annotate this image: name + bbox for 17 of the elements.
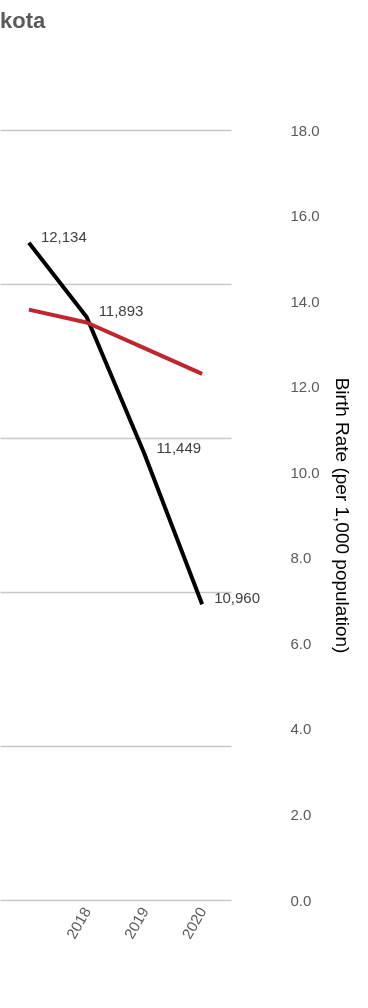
y2-tick-label: 2.0 (290, 805, 312, 823)
y2-tick-label: 6.0 (290, 634, 312, 652)
data-label: 10,960 (214, 589, 261, 607)
data-label: 11,449 (156, 438, 202, 456)
data-label: 12,134 (40, 227, 87, 245)
data-label: 11,893 (98, 301, 144, 319)
y2-tick-label: 14.0 (290, 292, 320, 310)
line-series (26, 307, 205, 376)
y2-tick-label: 0.0 (290, 891, 312, 909)
y2-tick-label: 10.0 (290, 463, 320, 481)
chart-title: kota (0, 8, 46, 33)
y2-tick-label: 4.0 (290, 720, 312, 738)
y2-tick-label: 16.0 (290, 207, 320, 225)
y2-axis-title: Birth Rate (per 1,000 population) (331, 377, 353, 654)
y2-tick-label: 18.0 (290, 121, 320, 139)
y2-tick-label: 8.0 (290, 549, 312, 567)
y2-tick-label: 12.0 (290, 378, 320, 396)
